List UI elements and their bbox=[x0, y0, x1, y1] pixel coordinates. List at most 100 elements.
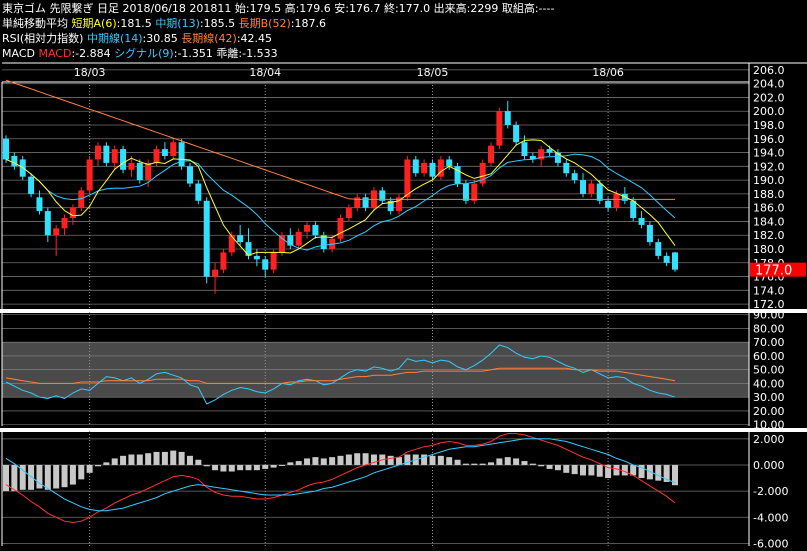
macd-histogram-bar bbox=[128, 454, 135, 465]
candle-body bbox=[161, 149, 168, 156]
macd-histogram-bar bbox=[471, 463, 478, 465]
candle-body bbox=[646, 224, 653, 243]
macd-histogram-bar bbox=[28, 464, 35, 490]
candle-body bbox=[446, 159, 453, 167]
candle-body bbox=[462, 183, 469, 201]
candle-body bbox=[103, 145, 110, 163]
macd-line bbox=[5, 433, 676, 524]
y-tick-label: 182.0 bbox=[753, 229, 785, 242]
candle-body bbox=[655, 242, 662, 256]
candle-body bbox=[61, 218, 68, 229]
macd-histogram-bar bbox=[655, 464, 662, 481]
price-panel[interactable]: 18/03 18/04 18/05 18/06 206.0204.0202.0200.0… bbox=[0, 62, 807, 432]
macd-histogram-bar bbox=[145, 453, 152, 465]
candle-body bbox=[86, 159, 93, 191]
header-line-4-part: シグナル(9) bbox=[114, 46, 174, 60]
rsi-tick-label: 60.00 bbox=[753, 350, 785, 363]
candle-body bbox=[28, 176, 35, 194]
macd-histogram-bar bbox=[278, 464, 285, 466]
candle-body bbox=[412, 159, 419, 174]
macd-histogram-bar bbox=[69, 464, 76, 485]
candle-body bbox=[554, 152, 561, 163]
x-tick-label: 18/06 bbox=[592, 66, 624, 79]
macd-histogram-bar bbox=[396, 457, 403, 465]
macd-histogram-bar bbox=[329, 457, 336, 465]
candle-body bbox=[295, 231, 302, 246]
macd-histogram-bar bbox=[437, 455, 444, 465]
candle-body bbox=[588, 183, 595, 194]
last-price-label: 177.0 bbox=[755, 264, 792, 279]
rsi-tick-label: 90.00 bbox=[753, 309, 785, 322]
macd-histogram-bar bbox=[504, 457, 511, 465]
candle-body bbox=[145, 162, 152, 181]
candle-body bbox=[538, 149, 545, 160]
y-tick-label: 196.0 bbox=[753, 133, 785, 146]
macd-histogram-bar bbox=[262, 464, 269, 469]
rsi-tick-label: 20.00 bbox=[753, 405, 785, 418]
macd-histogram-bar bbox=[630, 464, 637, 476]
rsi-tick-label: 10.00 bbox=[753, 419, 785, 432]
macd-histogram-bar bbox=[195, 459, 202, 465]
macd-histogram-bar bbox=[153, 451, 160, 465]
macd-histogram-bar bbox=[429, 455, 436, 465]
candle-body bbox=[663, 255, 670, 263]
ma-short-line bbox=[5, 139, 676, 256]
candle-body bbox=[170, 142, 177, 156]
macd-histogram-bar bbox=[19, 464, 26, 490]
macd-histogram-bar bbox=[421, 454, 428, 465]
macd-histogram-bar bbox=[111, 458, 118, 465]
macd-histogram-bar bbox=[212, 464, 219, 471]
candle-body bbox=[404, 159, 411, 198]
candle-body bbox=[580, 180, 587, 194]
header-line-2-part: :185.5 bbox=[200, 17, 239, 30]
header-line-1: 東京ゴム 先限繋ぎ 日足 2018/06/18 201811 始:179.5 高… bbox=[2, 1, 554, 15]
candle-body bbox=[253, 255, 260, 260]
panel-separator bbox=[0, 309, 807, 313]
candle-body bbox=[237, 235, 244, 243]
x-tick-label: 18/04 bbox=[249, 66, 281, 79]
macd-histogram-bar bbox=[387, 455, 394, 465]
macd-histogram-bar bbox=[554, 464, 561, 471]
macd-histogram-bar bbox=[446, 457, 453, 465]
header-line-4-part: :-1.351 bbox=[174, 47, 217, 60]
macd-histogram-bar bbox=[588, 464, 595, 476]
candle-body bbox=[128, 162, 135, 170]
macd-histogram-bar bbox=[3, 464, 9, 492]
rsi-long-line bbox=[5, 367, 676, 384]
candle-body bbox=[120, 149, 127, 170]
rsi-mid-line bbox=[5, 344, 676, 405]
macd-histogram-bar bbox=[345, 454, 352, 465]
macd-histogram-bar bbox=[605, 464, 612, 479]
y-tick-label: 188.0 bbox=[753, 188, 785, 201]
macd-histogram-bar bbox=[178, 451, 185, 465]
candle-body bbox=[630, 200, 637, 218]
header-line-1-part: 東京ゴム 先限繋ぎ 日足 2018/06/18 201811 始:179.5 高… bbox=[2, 1, 554, 15]
macd-histogram-bar bbox=[287, 462, 294, 465]
macd-histogram-bar bbox=[488, 462, 495, 465]
macd-histogram-bar bbox=[203, 464, 210, 467]
y-tick-label: 192.0 bbox=[753, 160, 785, 173]
header-line-3-part: 中期線(14) bbox=[87, 31, 143, 45]
candle-body bbox=[362, 197, 369, 208]
macd-histogram-bar bbox=[580, 464, 587, 476]
y-tick-label: 190.0 bbox=[753, 174, 785, 187]
macd-histogram-bar bbox=[228, 464, 235, 472]
macd-histogram-bar bbox=[354, 453, 361, 465]
candle-body bbox=[613, 193, 620, 208]
y-tick-label: 204.0 bbox=[753, 78, 785, 91]
panel-separator bbox=[0, 428, 807, 432]
y-tick-label: 206.0 bbox=[753, 64, 785, 77]
candle-body bbox=[44, 211, 51, 236]
macd-tick-label: -4.000 bbox=[753, 511, 788, 524]
candle-body bbox=[345, 207, 352, 218]
header-line-4: MACD MACD:-2.884 シグナル(9):-1.351 乖離:-1.53… bbox=[2, 46, 278, 60]
macd-histogram-bar bbox=[370, 454, 377, 465]
candle-body bbox=[354, 197, 361, 208]
rsi-panel[interactable]: 90.0080.0070.0060.0050.0040.0030.0020.00… bbox=[1, 309, 785, 432]
y-tick-label: 184.0 bbox=[753, 215, 785, 228]
macd-panel[interactable]: 2.000 0.000 -2.000 -4.000 -6.000 bbox=[1, 431, 788, 550]
header-line-3: RSI(相対力指数) 中期線(14):30.85 長期線(42):42.45 bbox=[2, 31, 272, 45]
candle-body bbox=[287, 235, 294, 246]
macd-histogram-bar bbox=[237, 464, 244, 471]
